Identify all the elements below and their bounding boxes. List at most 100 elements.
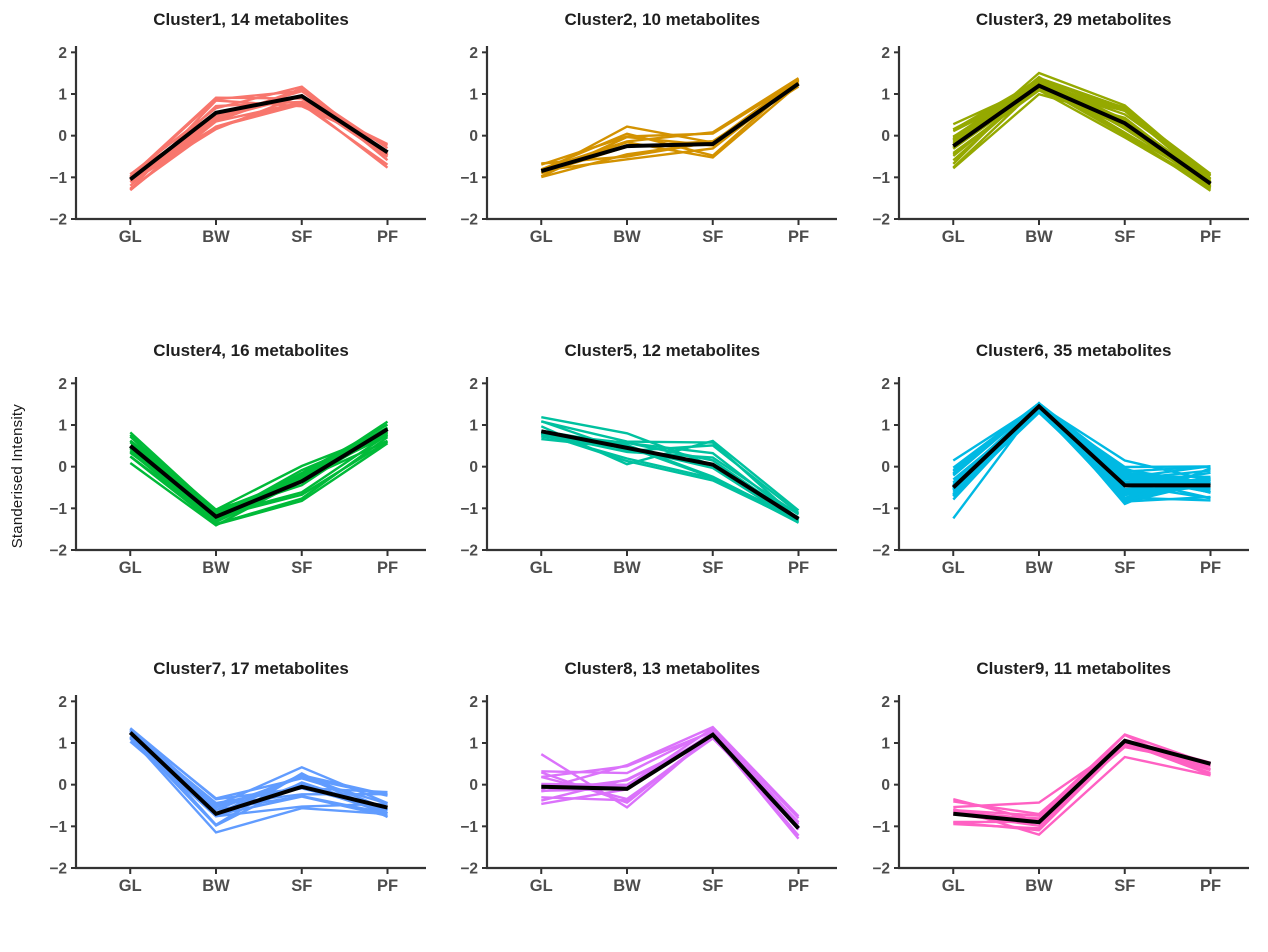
svg-text:GL: GL xyxy=(941,877,964,895)
cluster-plot: 2 1 0 −1 −2 GL BW SF PF xyxy=(872,45,1249,246)
svg-text:2: 2 xyxy=(58,694,67,711)
svg-text:−1: −1 xyxy=(461,170,479,187)
cluster-panel-6: Cluster6, 35 metabolites 2 1 0 −1 −2 GL BW SF PF xyxy=(857,317,1268,634)
svg-text:BW: BW xyxy=(202,228,230,246)
svg-text:SF: SF xyxy=(1114,228,1135,246)
svg-text:1: 1 xyxy=(58,418,67,435)
svg-text:0: 0 xyxy=(881,460,890,477)
svg-text:SF: SF xyxy=(1114,877,1135,895)
svg-text:0: 0 xyxy=(881,777,890,794)
svg-text:0: 0 xyxy=(58,460,67,477)
svg-text:BW: BW xyxy=(202,559,230,577)
svg-text:0: 0 xyxy=(470,128,479,145)
panel-title: Cluster1, 14 metabolites xyxy=(153,10,349,29)
cluster-plot: 2 1 0 −1 −2 GL BW SF PF xyxy=(461,694,838,895)
svg-text:−1: −1 xyxy=(461,501,479,518)
svg-text:PF: PF xyxy=(1200,877,1221,895)
svg-text:−1: −1 xyxy=(872,819,890,836)
svg-text:1: 1 xyxy=(470,735,479,752)
svg-text:0: 0 xyxy=(470,460,479,477)
svg-text:BW: BW xyxy=(1025,877,1053,895)
svg-text:PF: PF xyxy=(788,877,809,895)
y-axis-label-column: Standerised Intensity xyxy=(0,0,34,952)
svg-text:2: 2 xyxy=(881,694,890,711)
cluster-panel-2: Cluster2, 10 metabolites 2 1 0 −1 −2 GL BW SF PF xyxy=(445,0,856,317)
svg-text:2: 2 xyxy=(58,376,67,393)
svg-text:−2: −2 xyxy=(49,860,67,877)
svg-text:GL: GL xyxy=(119,559,142,577)
svg-text:1: 1 xyxy=(881,87,890,104)
svg-text:BW: BW xyxy=(1025,228,1053,246)
cluster-plot: 2 1 0 −1 −2 GL BW SF PF xyxy=(49,45,426,246)
svg-text:PF: PF xyxy=(377,228,398,246)
svg-text:2: 2 xyxy=(470,694,479,711)
svg-text:BW: BW xyxy=(614,228,642,246)
svg-text:SF: SF xyxy=(703,877,724,895)
panel-title: Cluster8, 13 metabolites xyxy=(564,658,761,678)
svg-text:2: 2 xyxy=(470,376,479,393)
svg-text:2: 2 xyxy=(58,45,67,62)
svg-text:−1: −1 xyxy=(49,501,67,518)
cluster-panel-7: Cluster7, 17 metabolites 2 1 0 −1 −2 GL BW SF PF xyxy=(34,635,445,952)
cluster-plot: 2 1 0 −1 −2 GL BW SF PF xyxy=(461,376,838,577)
svg-text:1: 1 xyxy=(470,87,479,104)
svg-text:GL: GL xyxy=(941,228,964,246)
cluster-plot: 2 1 0 −1 −2 GL BW SF PF xyxy=(872,376,1249,577)
cluster-panel-9: Cluster9, 11 metabolites 2 1 0 −1 −2 GL BW SF PF xyxy=(857,635,1268,952)
svg-text:SF: SF xyxy=(703,228,724,246)
svg-text:PF: PF xyxy=(788,228,809,246)
svg-text:2: 2 xyxy=(881,376,890,393)
cluster-plot: 2 1 0 −1 −2 GL BW SF PF xyxy=(872,694,1249,895)
panel-title: Cluster6, 35 metabolites xyxy=(975,341,1172,361)
cluster-panel-3: Cluster3, 29 metabolites 2 1 0 −1 −2 GL BW SF PF xyxy=(857,0,1268,317)
cluster-panel-5: Cluster5, 12 metabolites 2 1 0 −1 −2 GL BW SF PF xyxy=(445,317,856,634)
svg-text:−2: −2 xyxy=(461,212,479,229)
svg-text:1: 1 xyxy=(881,418,890,435)
svg-text:PF: PF xyxy=(377,559,398,577)
svg-text:−1: −1 xyxy=(49,170,67,187)
svg-text:GL: GL xyxy=(119,228,142,246)
svg-text:GL: GL xyxy=(119,877,142,895)
svg-text:SF: SF xyxy=(703,559,724,577)
svg-text:GL: GL xyxy=(530,559,553,577)
svg-text:SF: SF xyxy=(291,228,312,246)
svg-text:−1: −1 xyxy=(49,819,67,836)
svg-text:SF: SF xyxy=(291,559,312,577)
svg-text:−1: −1 xyxy=(872,170,890,187)
svg-text:0: 0 xyxy=(58,128,67,145)
svg-text:PF: PF xyxy=(1200,559,1221,577)
svg-text:1: 1 xyxy=(58,735,67,752)
panel-title: Cluster9, 11 metabolites xyxy=(976,658,1171,678)
svg-text:1: 1 xyxy=(881,735,890,752)
svg-text:−2: −2 xyxy=(461,543,479,560)
svg-text:PF: PF xyxy=(1200,228,1221,246)
svg-text:SF: SF xyxy=(1114,559,1135,577)
svg-text:GL: GL xyxy=(941,559,964,577)
svg-text:GL: GL xyxy=(530,228,553,246)
cluster-plot: 2 1 0 −1 −2 GL BW SF PF xyxy=(461,45,838,246)
svg-text:1: 1 xyxy=(58,87,67,104)
svg-text:0: 0 xyxy=(881,128,890,145)
svg-text:−2: −2 xyxy=(872,212,890,229)
svg-text:BW: BW xyxy=(202,877,230,895)
svg-text:PF: PF xyxy=(788,559,809,577)
svg-text:SF: SF xyxy=(291,877,312,895)
panel-title: Cluster4, 16 metabolites xyxy=(153,341,349,361)
svg-text:BW: BW xyxy=(1025,559,1053,577)
svg-text:BW: BW xyxy=(614,877,642,895)
cluster-plot: 2 1 0 −1 −2 GL BW SF PF xyxy=(49,694,426,895)
svg-text:2: 2 xyxy=(881,45,890,62)
svg-text:−2: −2 xyxy=(49,212,67,229)
cluster-panel-4: Cluster4, 16 metabolites 2 1 0 −1 −2 GL BW SF PF xyxy=(34,317,445,634)
svg-text:1: 1 xyxy=(470,418,479,435)
cluster-plot: 2 1 0 −1 −2 GL BW SF PF xyxy=(49,376,426,577)
svg-text:−1: −1 xyxy=(461,819,479,836)
svg-text:0: 0 xyxy=(470,777,479,794)
svg-text:−1: −1 xyxy=(872,501,890,518)
svg-text:−2: −2 xyxy=(872,860,890,877)
svg-text:−2: −2 xyxy=(872,543,890,560)
svg-text:2: 2 xyxy=(470,45,479,62)
svg-text:PF: PF xyxy=(377,877,398,895)
y-axis-label: Standerised Intensity xyxy=(8,403,26,549)
